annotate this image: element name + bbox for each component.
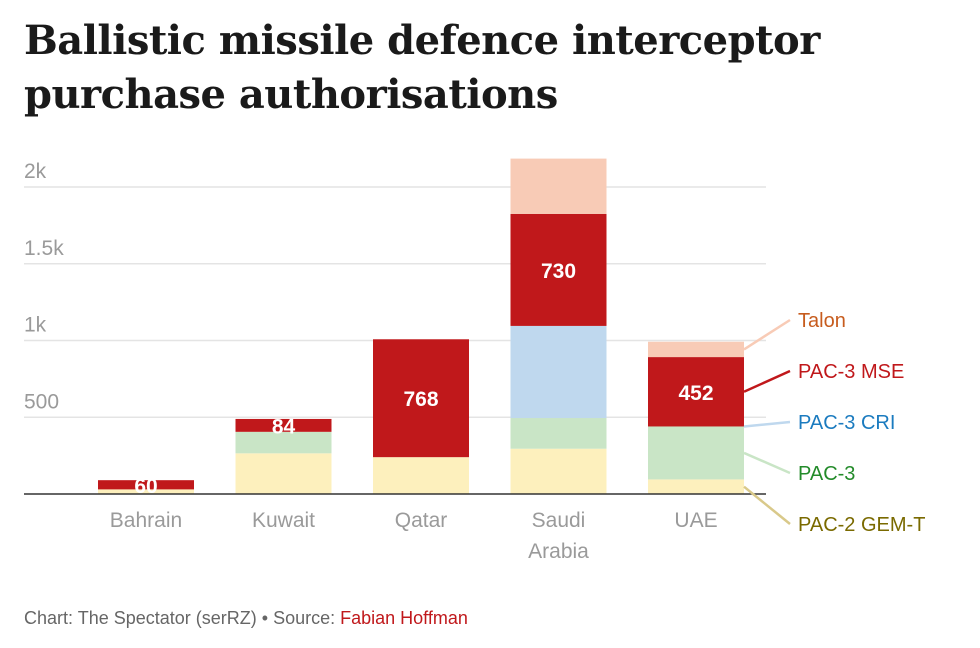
bar-value-label: 452 xyxy=(678,382,713,405)
y-tick-label: 2k xyxy=(24,160,47,183)
bar-segment xyxy=(648,426,744,480)
bar-segment xyxy=(235,453,332,494)
legend-entry: PAC-3 MSE xyxy=(798,361,904,383)
source-prefix: Source: xyxy=(273,608,341,628)
x-tick-label: Arabia xyxy=(528,540,589,563)
bar-segment xyxy=(98,480,194,490)
bar-value-label: 768 xyxy=(403,388,438,411)
stacked-bar-chart: 60 84 768 730 452 500 1k 1.5k 2k Bahrain Kuwait Qa… xyxy=(24,158,925,563)
source-link[interactable]: Fabian Hoffman xyxy=(340,608,468,628)
bar-segment xyxy=(648,341,744,358)
legend-leader-line xyxy=(743,451,791,475)
bar-segment xyxy=(98,489,194,494)
footer-separator: • xyxy=(256,608,274,628)
x-tick-label: Bahrain xyxy=(110,509,182,532)
bar-value-label: 84 xyxy=(272,415,296,438)
bar-value-label: 60 xyxy=(134,475,157,498)
bar-segment xyxy=(373,457,469,494)
bar-segment xyxy=(373,339,469,458)
y-tick-label: 1.5k xyxy=(24,237,64,260)
legend-leader-line xyxy=(743,420,791,428)
data-labels: 60 84 768 730 452 xyxy=(134,260,713,498)
legend-entry: PAC-2 GEM-T xyxy=(798,514,925,536)
bar-value-label: 730 xyxy=(541,260,576,283)
legend-entry: PAC-3 CRI xyxy=(798,412,895,434)
bars xyxy=(98,158,744,494)
legend-leader-line xyxy=(743,485,791,525)
y-tick-label: 1k xyxy=(24,314,47,337)
x-tick-label: Qatar xyxy=(395,509,448,532)
legend-leader-line xyxy=(743,318,791,351)
bar-segment xyxy=(235,418,332,432)
bar-segment xyxy=(510,418,607,449)
bar-segment xyxy=(510,158,607,214)
bar-segment xyxy=(510,325,607,419)
x-tick-label: UAE xyxy=(674,509,717,532)
bar-segment xyxy=(510,213,607,326)
bar-segment xyxy=(648,479,744,494)
x-tick-label: Kuwait xyxy=(252,509,315,532)
y-tick-label: 500 xyxy=(24,390,59,413)
chart-footer: Chart: The Spectator (serRZ) • Source: F… xyxy=(24,608,468,629)
chart-title: Ballistic missile defence interceptor pu… xyxy=(24,17,820,118)
legend-leader-line xyxy=(743,369,791,393)
legend-entry: PAC-3 xyxy=(798,463,855,485)
chart-credit: Chart: The Spectator (serRZ) xyxy=(24,608,257,628)
axes: 500 1k 1.5k 2k Bahrain Kuwait Qatar Saudi Arabia… xyxy=(24,160,766,563)
bar-segment xyxy=(510,448,607,494)
x-tick-label: Saudi xyxy=(532,509,586,532)
legend-entry: Talon xyxy=(798,310,846,332)
legend: Talon PAC-3 MSE PAC-3 CRI PAC-3 PAC-2 GEM-T xyxy=(743,310,925,536)
bar-segment xyxy=(235,431,332,454)
bar-segment xyxy=(648,357,744,427)
